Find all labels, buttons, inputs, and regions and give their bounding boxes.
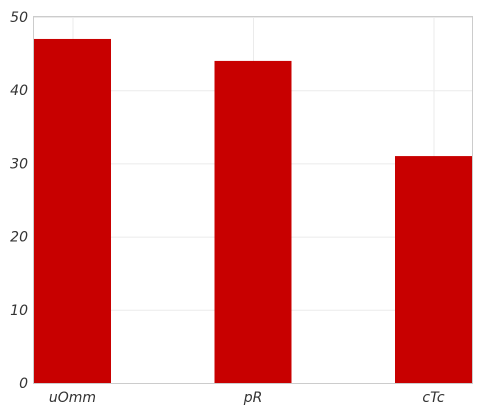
- x-axis-ticks: uOmm pR cTc: [49, 390, 445, 406]
- y-axis-ticks: 0 10 20 30 40 50: [10, 10, 28, 392]
- x-tick-label: pR: [243, 390, 263, 406]
- bar-uOmm: [34, 38, 111, 384]
- plot-frame: [33, 16, 473, 384]
- y-tick-label: 20: [10, 230, 28, 246]
- y-tick-label: 50: [10, 10, 28, 26]
- x-tick-label: cTc: [422, 390, 445, 406]
- bar-pR: [214, 60, 292, 384]
- y-tick-label: 40: [10, 83, 28, 99]
- y-tick-label: 10: [10, 303, 28, 319]
- y-tick-label: 30: [10, 156, 28, 172]
- x-tick-label: uOmm: [49, 390, 96, 406]
- bars: [34, 38, 472, 384]
- bar-cTc: [395, 156, 472, 383]
- y-tick-label: 0: [19, 376, 28, 392]
